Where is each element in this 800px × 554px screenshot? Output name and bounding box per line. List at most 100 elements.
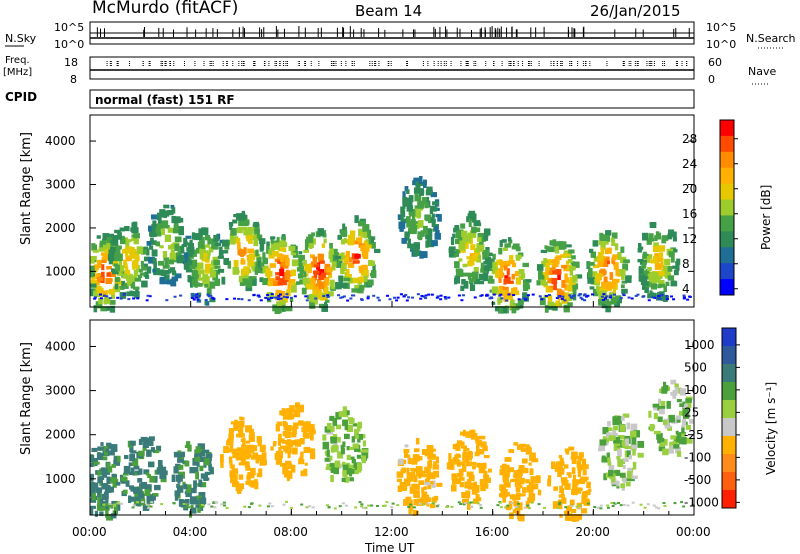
power-echo-cell [566,244,572,248]
power-echo-cell [602,298,606,301]
power-echo-cell [162,251,168,258]
velocity-echo-cell [293,426,297,435]
power-echo-cell [108,297,112,300]
velocity-echo-cell [349,446,355,451]
power-echo-cell [399,293,403,296]
velocity-echo-cell [582,470,587,476]
velocity-echo-cell [230,475,237,484]
velocity-echo-cell [234,481,240,487]
velocity-echo-cell [240,455,246,464]
velocity-echo-cell [96,452,104,461]
velocity-echo-cell [240,417,245,421]
velocity-echo-cell [94,482,99,489]
power-echo-cell [650,283,658,290]
nave-tick-bottom: 0 [708,73,715,86]
velocity-echo-cell [354,434,359,440]
velocity-echo-cell [436,503,440,506]
velocity-echo-cell [98,506,104,511]
velocity-echo-cell [408,458,413,465]
freq-unit: [MHz] [3,67,32,78]
power-echo-cell [564,292,569,296]
velocity-echo-cell [326,449,330,458]
velocity-echo-cell [657,416,663,422]
power-echo-cell [309,300,316,309]
velocity-echo-cell [404,444,409,448]
velocity-echo-cell [285,409,291,415]
velocity-echo-cell [658,405,666,409]
power-echo-cell [423,225,428,234]
velocity-echo-cell [367,504,371,507]
velocity-echo-cell [304,462,308,466]
velocity-echo-cell [473,498,479,504]
power-echo-cell [476,258,482,263]
velocity-echo-cell [129,453,136,462]
velocity-echo-cell [568,446,575,451]
power-echo-cell [279,297,283,300]
power-echo-cell [640,278,645,286]
velocity-echo-cell [518,464,525,472]
y-tick-label: 3000 [45,178,76,192]
power-echo-cell [197,294,201,297]
power-echo-cell [233,297,237,300]
power-echo-cell [178,228,185,236]
power-echo-cell [160,270,167,276]
power-echo-cell [104,296,109,303]
power-echo-cell [650,292,655,296]
velocity-echo-cell [452,457,459,464]
velocity-echo-cell [653,430,661,435]
velocity-echo-cell [413,474,418,483]
power-echo-cell [100,252,107,256]
velocity-echo-cell [342,441,346,448]
velocity-echo-cell [143,469,150,475]
power-echo-cell [208,238,216,244]
velocity-echo-cell [500,465,504,469]
power-echo-cell [113,254,118,258]
power-echo-cell [190,292,195,299]
power-echo-cell [408,227,415,232]
velocity-echo-cell [607,461,612,466]
velocity-echo-cell [310,453,316,460]
power-echo-cell [575,274,583,279]
power-echo-cell [170,278,177,287]
power-echo-cell [642,285,646,290]
colorbar-cell [722,400,736,419]
power-echo-cell [597,260,604,267]
power-echo-cell [463,280,469,289]
velocity-echo-cell [298,458,305,465]
velocity-echo-cell [260,459,267,466]
velocity-echo-cell [564,510,570,515]
velocity-echo-cell [202,449,210,453]
power-echo-cell [114,283,119,290]
power-echo-cell [642,232,649,241]
velocity-echo-cell [462,498,469,504]
power-echo-cell [349,230,356,237]
power-echo-cell [240,259,246,265]
velocity-echo-cell [482,445,488,452]
power-echo-cell [163,204,170,209]
power-echo-cell [572,287,577,295]
power-echo-cell [124,237,129,244]
velocity-echo-cell [456,440,463,446]
velocity-echo-cell [427,452,431,460]
cpid-panel-frame [89,89,695,109]
power-echo-cell [552,239,557,247]
power-echo-cell [595,273,602,279]
power-echo-cell [269,263,276,268]
velocity-echo-cell [630,443,637,451]
power-echo-cell [204,299,208,302]
power-echo-cell [137,274,143,279]
power-echo-cell [605,295,609,298]
velocity-echo-cell [480,483,486,492]
power-echo-cell [419,251,424,259]
power-echo-cell [230,228,237,236]
velocity-echo-cell [672,389,677,394]
velocity-echo-cell [105,497,109,502]
power-echo-cell [278,247,286,252]
power-echo-cell [508,259,512,265]
velocity-echo-cell [212,501,216,504]
power-echo-cell [420,294,424,297]
power-echo-cell [431,213,435,218]
velocity-echo-cell [104,450,108,456]
power-echo-cell [366,295,370,298]
colorbar-tick-label: 4 [682,282,690,296]
